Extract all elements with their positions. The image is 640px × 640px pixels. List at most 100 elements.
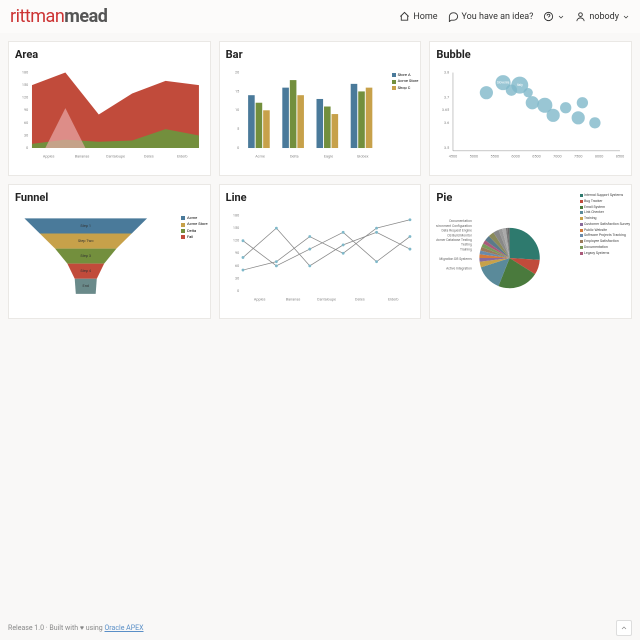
nav-user[interactable]: nobody xyxy=(575,11,630,22)
bubble-chart: 3.53.63.653.73.8 SloveniaItaly 450050005… xyxy=(436,65,625,165)
footer-using: using xyxy=(86,624,103,632)
funnel-chart: Step 1Step TwoStep 3Step 4End xyxy=(15,208,204,308)
nav-home[interactable]: Home xyxy=(399,11,437,22)
svg-text:Delta: Delta xyxy=(290,154,299,158)
card-funnel: Funnel Step 1Step TwoStep 3Step 4End Acm… xyxy=(8,184,211,319)
line-chart: 0306090120150180 ApplesBananasCantaloupe… xyxy=(226,208,415,308)
svg-text:Training: Training xyxy=(460,247,472,251)
card-funnel-title: Funnel xyxy=(15,191,204,204)
svg-text:30: 30 xyxy=(24,133,28,137)
svg-text:3.65: 3.65 xyxy=(442,108,449,112)
svg-text:Dates: Dates xyxy=(144,154,154,158)
svg-text:7000: 7000 xyxy=(553,154,561,158)
nav-help[interactable] xyxy=(543,11,565,22)
svg-text:3.8: 3.8 xyxy=(444,70,449,74)
svg-text:Italy: Italy xyxy=(517,83,524,87)
svg-text:20: 20 xyxy=(235,70,239,74)
svg-text:4500: 4500 xyxy=(449,154,457,158)
svg-text:Cantaloupe: Cantaloupe xyxy=(317,297,336,301)
svg-text:90: 90 xyxy=(24,108,28,112)
svg-text:Migration DB Systems: Migration DB Systems xyxy=(440,257,473,261)
svg-text:5: 5 xyxy=(237,127,239,131)
svg-text:Documentation: Documentation xyxy=(450,219,473,223)
nav-home-label: Home xyxy=(413,12,437,22)
svg-text:Bananas: Bananas xyxy=(75,154,90,158)
svg-text:120: 120 xyxy=(22,96,28,100)
svg-text:120: 120 xyxy=(233,239,239,243)
svg-text:6500: 6500 xyxy=(533,154,541,158)
footer-link[interactable]: Oracle APEX xyxy=(104,624,143,632)
help-icon xyxy=(543,11,554,22)
chevron-down-icon xyxy=(622,13,630,21)
svg-text:Customer Database Testing: Customer Database Testing xyxy=(436,238,472,242)
svg-text:Acme: Acme xyxy=(255,154,265,158)
logo: rittmanmead xyxy=(10,6,107,27)
bar-chart: 0 5 10 15 20 Acme Delta Eagle Globex xyxy=(226,65,415,165)
scroll-top-button[interactable] xyxy=(616,620,632,636)
svg-text:10: 10 xyxy=(235,108,239,112)
card-area-title: Area xyxy=(15,48,204,61)
svg-text:Data Request Engine: Data Request Engine xyxy=(442,229,473,233)
svg-text:0: 0 xyxy=(237,146,239,150)
svg-text:Dates: Dates xyxy=(355,297,365,301)
svg-text:Apples: Apples xyxy=(43,154,55,158)
svg-text:OS Build Monitor: OS Build Monitor xyxy=(448,233,474,237)
user-icon xyxy=(575,11,586,22)
card-bar-title: Bar xyxy=(226,48,415,61)
card-pie: Pie DocumentationEnvironment Configurati… xyxy=(429,184,632,319)
svg-text:Cantaloupe: Cantaloupe xyxy=(106,154,125,158)
svg-text:30: 30 xyxy=(235,276,239,280)
card-line: Line 0306090120150180 ApplesBananasCanta… xyxy=(219,184,422,319)
nav-idea[interactable]: You have an idea? xyxy=(448,11,534,22)
svg-text:60: 60 xyxy=(235,264,239,268)
footer-text: Release 1.0 · Built with ♥ using Oracle … xyxy=(8,624,144,632)
svg-text:Step 3: Step 3 xyxy=(80,254,91,258)
top-nav: Home You have an idea? nobody xyxy=(399,11,630,22)
svg-text:8000: 8000 xyxy=(595,154,603,158)
funnel-legend: AcmeAcme StoreDeltaFail xyxy=(181,215,208,241)
logo-part1: rittman xyxy=(10,6,64,27)
svg-text:150: 150 xyxy=(22,83,28,87)
svg-text:Bananas: Bananas xyxy=(285,297,300,301)
svg-text:5000: 5000 xyxy=(470,154,478,158)
svg-text:Globex: Globex xyxy=(357,154,369,158)
chevron-up-icon xyxy=(620,624,628,632)
svg-text:Slovenia: Slovenia xyxy=(497,81,510,85)
svg-text:Eagle: Eagle xyxy=(324,154,333,158)
nav-user-label: nobody xyxy=(589,12,619,22)
area-chart: 0 30 60 90 120 150 180 Apples Bananas Cantaloupe… xyxy=(15,65,204,165)
footer-built: Built with xyxy=(49,624,78,632)
svg-text:15: 15 xyxy=(235,89,239,93)
svg-text:Elderb: Elderb xyxy=(388,297,399,301)
header: rittmanmead Home You have an idea? nobod… xyxy=(0,0,640,33)
svg-text:3.6: 3.6 xyxy=(444,121,449,125)
svg-text:150: 150 xyxy=(233,226,239,230)
bar-legend: Store AAcme StoreShop C xyxy=(392,72,419,91)
svg-text:3.5: 3.5 xyxy=(444,146,449,150)
chart-grid: Area 0306090120150180 ApplesBananasCanta… xyxy=(0,33,640,327)
svg-text:7500: 7500 xyxy=(574,154,582,158)
pie-legend: Internal Support SystemsBug TrackerEmail… xyxy=(580,193,630,256)
home-icon xyxy=(399,11,410,22)
logo-part2: mead xyxy=(64,6,107,27)
svg-text:8500: 8500 xyxy=(616,154,624,158)
footer: Release 1.0 · Built with ♥ using Oracle … xyxy=(0,616,640,640)
svg-text:Apples: Apples xyxy=(254,297,266,301)
svg-text:3.7: 3.7 xyxy=(444,96,449,100)
nav-idea-label: You have an idea? xyxy=(462,12,534,22)
svg-text:0: 0 xyxy=(237,289,239,293)
svg-text:0: 0 xyxy=(26,146,28,150)
svg-text:180: 180 xyxy=(22,70,28,74)
svg-text:60: 60 xyxy=(24,121,28,125)
footer-release: Release 1.0 xyxy=(8,624,44,632)
chevron-down-icon xyxy=(557,13,565,21)
card-line-title: Line xyxy=(226,191,415,204)
card-bubble: Bubble 3.53.63.653.73.8 SloveniaItaly 45… xyxy=(429,41,632,176)
card-area: Area 0 30 60 90 120 150 180 Apples Bananas Canta… xyxy=(8,41,211,176)
chat-icon xyxy=(448,11,459,22)
svg-text:6000: 6000 xyxy=(512,154,520,158)
svg-text:Environment Configuration: Environment Configuration xyxy=(436,224,472,228)
svg-text:Step 4: Step 4 xyxy=(80,269,92,273)
svg-text:90: 90 xyxy=(235,251,239,255)
svg-text:Step 1: Step 1 xyxy=(80,224,91,228)
